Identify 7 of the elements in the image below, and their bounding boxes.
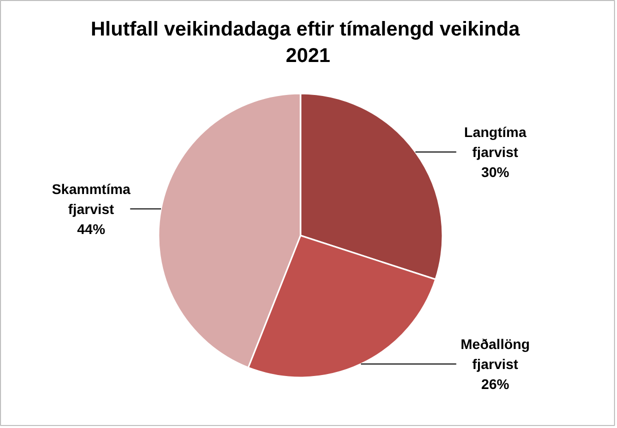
- slice-label: Langtíma fjarvist: [464, 124, 527, 160]
- slice-label: Skammtíma fjarvist: [52, 180, 131, 217]
- data-label: 30%: [481, 164, 510, 180]
- slice-label: Meðallöng fjarvist: [460, 336, 530, 372]
- data-label: 44%: [77, 220, 106, 237]
- data-label: 26%: [481, 376, 510, 392]
- chart-title: Hlutfall veikindadaga eftir tímalengd veikinda 2021: [90, 18, 521, 67]
